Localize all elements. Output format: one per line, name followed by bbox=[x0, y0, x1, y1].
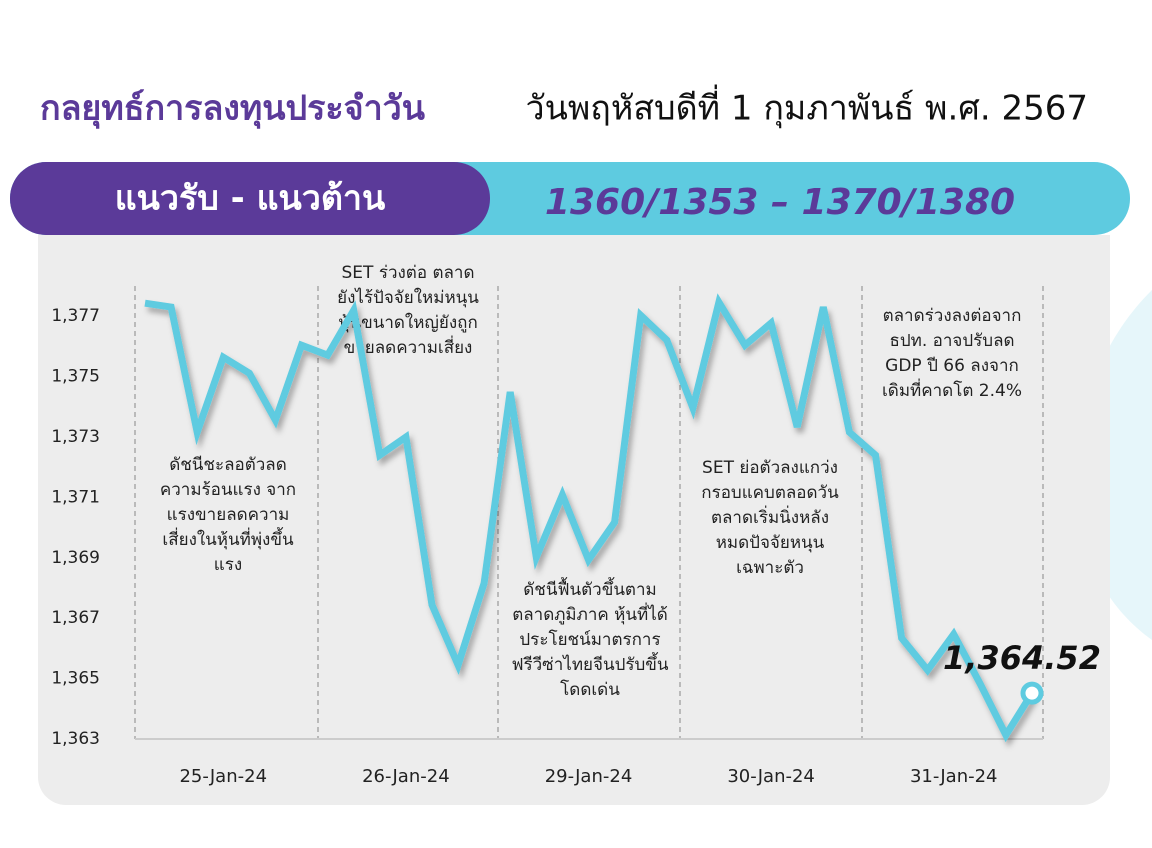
annotation: แรงขายลดความ bbox=[167, 505, 290, 525]
annotation: ธปท. อาจปรับลด bbox=[889, 331, 1014, 351]
annotation: ตลาดภูมิภาค หุ้นที่ได้ bbox=[512, 602, 668, 625]
banner-levels: 1360/1353 – 1370/1380 bbox=[545, 182, 1015, 223]
annotation: แรง bbox=[214, 555, 242, 575]
banner-label-bg bbox=[10, 162, 490, 235]
annotation: เดิมที่คาดโต 2.4% bbox=[882, 378, 1022, 401]
annotation: SET ร่วงต่อ ตลาด bbox=[342, 263, 475, 283]
annotation: กรอบแคบตลอดวัน bbox=[701, 483, 839, 503]
annotation: เฉพาะตัว bbox=[736, 558, 804, 578]
annotation: ประโยชน์มาตรการ bbox=[519, 629, 660, 650]
y-tick-label: 1,371 bbox=[51, 487, 100, 507]
value-label: 1,364.52 bbox=[943, 639, 1101, 677]
chart-panel-top bbox=[38, 235, 1110, 275]
x-tick-label: 25-Jan-24 bbox=[179, 766, 267, 787]
y-tick-label: 1,367 bbox=[51, 608, 100, 628]
x-tick-label: 30-Jan-24 bbox=[727, 766, 815, 787]
y-tick-label: 1,369 bbox=[51, 548, 100, 568]
banner-label: แนวรับ - แนวต้าน bbox=[115, 179, 386, 219]
annotation: SET ย่อตัวลงแกว่ง bbox=[702, 458, 838, 478]
x-tick-label: 26-Jan-24 bbox=[362, 766, 450, 787]
annotation: ยังไร้ปัจจัยใหม่หนุน bbox=[337, 287, 479, 308]
annotation: ความร้อนแรง จาก bbox=[160, 480, 296, 500]
plot: 1,363 1,365 1,367 1,369 1,371 1,373 1,375 1,377… bbox=[51, 263, 1101, 787]
annotation: ตลาดร่วงลงต่อจาก bbox=[883, 306, 1022, 326]
annotation: ดัชนีฟื้นตัวขึ้นตาม bbox=[523, 577, 656, 600]
series-line bbox=[144, 293, 1035, 743]
y-tick-label: 1,363 bbox=[51, 729, 100, 749]
annotation: หมดปัจจัยหนุน bbox=[716, 533, 825, 553]
annotation: หุ้นขนาดใหญ่ยังถูก bbox=[338, 312, 478, 333]
annotation: ตลาดเริ่มนิ่งหลัง bbox=[711, 505, 829, 528]
x-tick-label: 29-Jan-24 bbox=[545, 766, 633, 787]
end-marker bbox=[1020, 681, 1044, 705]
annotation: GDP ปี 66 ลงจาก bbox=[885, 356, 1019, 376]
annotation: เสี่ยงในหุ้นที่พุ่งขึ้น bbox=[162, 527, 294, 550]
annotation: โดดเด่น bbox=[560, 679, 620, 700]
x-tick-label: 31-Jan-24 bbox=[910, 766, 998, 787]
annotation: ฟรีวีซ่าไทยจีนปรับขึ้น bbox=[511, 652, 668, 675]
y-tick-label: 1,365 bbox=[51, 669, 100, 689]
y-tick-label: 1,377 bbox=[51, 306, 100, 326]
y-tick-label: 1,373 bbox=[51, 427, 100, 447]
y-tick-label: 1,375 bbox=[51, 367, 100, 387]
date: วันพฤหัสบดีที่ 1 กุมภาพันธ์ พ.ศ. 2567 bbox=[526, 85, 1088, 129]
annotation: ขายลดความเสี่ยง bbox=[344, 335, 473, 358]
title: กลยุทธ์การลงทุนประจำวัน bbox=[40, 89, 425, 130]
annotation: ดัชนีชะลอตัวลด bbox=[169, 455, 287, 475]
